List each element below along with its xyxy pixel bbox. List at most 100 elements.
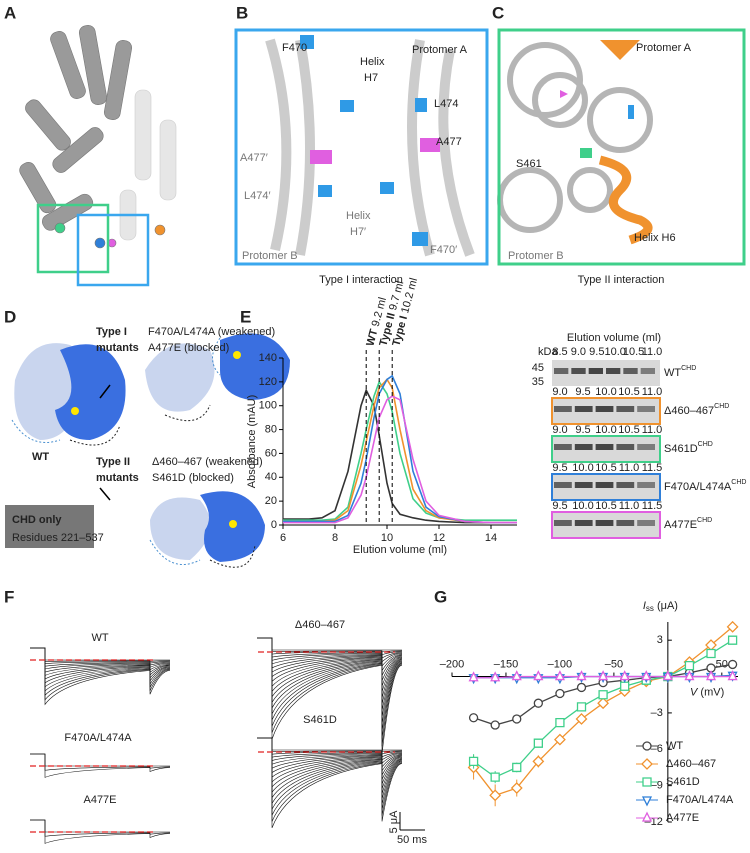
gel-name: Δ460–467CHD xyxy=(664,403,729,417)
trace xyxy=(30,753,171,771)
trace xyxy=(257,637,402,651)
text-span: I xyxy=(643,600,646,612)
lane-label: 9.5 xyxy=(575,424,590,436)
band xyxy=(574,444,593,450)
trace xyxy=(257,737,403,816)
panel-label: G xyxy=(434,587,447,606)
lane-label: 9.5 xyxy=(552,500,567,512)
trace xyxy=(30,753,171,778)
x-axis-label: Elution volume (ml) xyxy=(353,544,447,556)
lane-label: 9.0 xyxy=(571,346,586,358)
label: CHD only xyxy=(12,514,62,526)
trace xyxy=(257,637,403,747)
trace-label: F470A/L474A xyxy=(64,732,132,744)
label: 45 xyxy=(532,362,544,374)
lane-label: 11.0 xyxy=(642,386,663,398)
panel-label: D xyxy=(4,307,16,326)
lane-label: 10.5 xyxy=(595,462,616,474)
y-axis-label: Iss (μA) xyxy=(643,600,678,615)
point xyxy=(489,789,502,802)
panel-label: A xyxy=(4,3,16,22)
point xyxy=(576,702,587,712)
trace xyxy=(30,647,171,676)
point xyxy=(706,648,716,659)
structure-label: Helix xyxy=(346,210,371,222)
structure-label: Protomer A xyxy=(412,44,468,56)
structure-a xyxy=(19,25,177,249)
trace xyxy=(30,647,171,664)
trace xyxy=(257,637,403,739)
point xyxy=(576,670,587,681)
panel-c-frame xyxy=(497,28,746,266)
y-tick-label: 0 xyxy=(271,519,277,531)
y-tick-label: 80 xyxy=(265,423,277,435)
structure-label: Protomer B xyxy=(242,250,298,262)
label: mutants xyxy=(96,342,139,354)
text-span: S461D xyxy=(664,443,698,455)
x-tick-label: 50 xyxy=(716,658,728,670)
trace xyxy=(30,647,171,706)
point xyxy=(468,756,479,767)
legend-marker xyxy=(641,811,653,822)
inset-green xyxy=(36,203,110,274)
x-tick-label: 8 xyxy=(332,532,338,544)
band xyxy=(637,444,655,450)
text-span: CHD xyxy=(698,441,713,448)
structure-label: Protomer A xyxy=(636,42,692,54)
trace xyxy=(257,637,403,755)
lane-label: 11.5 xyxy=(642,462,663,474)
trace xyxy=(30,819,170,833)
structure-label: F470 xyxy=(282,42,307,54)
series-line xyxy=(283,395,517,524)
gel-name: S461DCHD xyxy=(664,441,713,455)
point xyxy=(554,670,565,681)
structure-label: A477′ xyxy=(240,152,268,164)
label: Δ460–467 (weakened) xyxy=(152,456,263,468)
point xyxy=(727,659,738,670)
trace xyxy=(30,647,171,680)
band xyxy=(588,368,603,374)
x-tick-label: 14 xyxy=(485,532,497,544)
trace xyxy=(257,637,403,663)
legend-label: S461D xyxy=(666,776,700,788)
point xyxy=(511,670,522,681)
trace xyxy=(257,637,403,732)
band xyxy=(606,368,621,374)
band xyxy=(554,368,569,374)
label: Type II xyxy=(96,456,130,468)
lane-label: 11.0 xyxy=(619,462,640,474)
trace xyxy=(30,753,170,767)
text-span: CHD xyxy=(731,479,746,486)
legend-label: F470A/L474A xyxy=(666,794,734,806)
structure-label: F470′ xyxy=(430,244,457,256)
label: Residues 221–537 xyxy=(12,532,104,544)
trace xyxy=(30,819,171,837)
current-traces xyxy=(30,637,403,844)
trace xyxy=(257,737,403,788)
trace xyxy=(30,647,170,661)
structure-c xyxy=(497,40,653,245)
band xyxy=(554,520,572,526)
lane-label: 10.0 xyxy=(595,424,616,436)
caption: Type I interaction xyxy=(319,274,403,286)
band xyxy=(640,368,655,374)
trace xyxy=(30,647,171,667)
x-axis-label: V (mV) xyxy=(690,686,724,698)
y-tick-label: 120 xyxy=(259,376,277,388)
caption: Type II interaction xyxy=(578,274,665,286)
trace-label: S461D xyxy=(303,714,337,726)
band xyxy=(595,520,614,526)
gel-title: Elution volume (ml) xyxy=(567,332,661,344)
band xyxy=(554,444,572,450)
band xyxy=(595,444,614,450)
band xyxy=(623,368,638,374)
structure-b xyxy=(265,35,475,257)
trace xyxy=(30,647,171,673)
point xyxy=(597,697,610,710)
structure-label: H7′ xyxy=(350,226,366,238)
point xyxy=(684,670,695,681)
y-axis-label: Absorbance (mAU) xyxy=(246,395,258,489)
lane-label: 9.0 xyxy=(552,424,567,436)
trace-label: Δ460–467 xyxy=(295,619,345,631)
trace xyxy=(257,637,403,705)
